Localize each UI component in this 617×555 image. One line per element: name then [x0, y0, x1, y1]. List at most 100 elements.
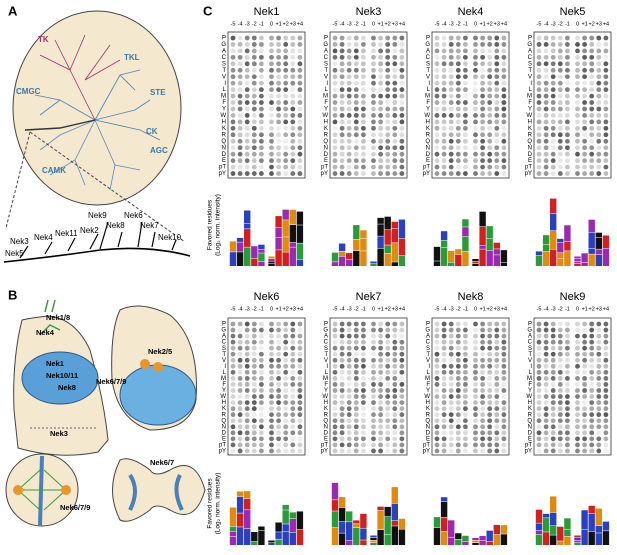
array-spot	[353, 321, 359, 327]
array-spot	[392, 54, 398, 60]
array-spot	[361, 394, 366, 399]
array-spot	[582, 388, 587, 393]
array-spot	[448, 321, 454, 327]
logo-letter	[574, 256, 581, 259]
array-spot	[589, 93, 595, 99]
array-spot	[494, 351, 500, 357]
array-spot	[589, 333, 595, 339]
array-spot	[441, 357, 447, 363]
array-spot	[487, 106, 493, 112]
array-spot	[434, 119, 440, 125]
array-spot	[582, 113, 587, 118]
array-spot	[283, 442, 289, 448]
residue-label: D	[426, 430, 431, 436]
residue-label: Y	[528, 107, 532, 113]
array-spot	[448, 119, 454, 125]
array-spot	[392, 436, 398, 442]
array-spot	[543, 151, 549, 157]
array-spot	[536, 164, 542, 170]
position-label: +4	[297, 21, 303, 27]
array-spot	[487, 424, 493, 430]
array-spot	[603, 436, 609, 442]
array-spot	[276, 100, 281, 105]
array-spot	[463, 321, 468, 327]
array-spot	[353, 145, 359, 151]
array-spot	[480, 125, 485, 131]
array-spot	[259, 412, 264, 418]
logo-letter	[581, 253, 588, 263]
logo-letter	[542, 532, 550, 545]
array-spot	[448, 357, 454, 363]
array-spot	[494, 412, 500, 418]
array-spot	[565, 382, 570, 387]
array-spot	[290, 113, 296, 118]
array-spot	[269, 412, 274, 418]
array-spot	[346, 412, 352, 418]
array-spot	[455, 406, 461, 412]
array-spot	[230, 132, 236, 138]
leaf-label: Nek10	[158, 233, 182, 242]
array-spot	[290, 424, 296, 430]
array-spot	[473, 67, 478, 73]
residue-label: P	[426, 322, 430, 328]
array-spot	[290, 321, 296, 327]
array-spot	[371, 158, 376, 164]
array-spot	[448, 327, 454, 333]
array-spot	[283, 436, 289, 442]
array-spot	[290, 412, 296, 418]
array-spot	[603, 80, 609, 86]
array-spot	[269, 171, 274, 176]
array-spot	[276, 357, 281, 363]
array-spot	[346, 382, 352, 387]
logo-letter	[338, 497, 346, 508]
array-spot	[565, 351, 570, 357]
residue-label: Q	[323, 418, 328, 424]
residue-label: I	[428, 81, 430, 87]
array-spot	[480, 151, 485, 157]
array-spot	[230, 418, 236, 424]
position-label: +4	[501, 306, 507, 312]
array-spot	[259, 171, 264, 176]
position-label: +3	[494, 306, 500, 312]
array-spot	[434, 80, 440, 86]
array-spot	[392, 74, 398, 80]
logo-letter	[258, 526, 265, 531]
array-spot	[589, 327, 595, 333]
array-spot	[385, 339, 391, 345]
array-spot	[269, 363, 274, 369]
array-spot	[582, 132, 587, 138]
array-spot	[480, 158, 485, 164]
array-spot	[603, 357, 609, 363]
array-spot	[441, 388, 447, 393]
array-spot	[550, 448, 556, 454]
logo-letter	[535, 255, 543, 266]
array-spot	[487, 382, 493, 387]
array-spot	[399, 74, 405, 80]
logo-letter	[557, 526, 564, 541]
array-spot	[339, 424, 345, 430]
array-spot	[392, 171, 398, 176]
array-spot	[371, 406, 376, 412]
logo-letter	[391, 520, 398, 526]
array-spot	[230, 151, 236, 157]
array-spot	[575, 54, 580, 60]
logo-letter	[384, 516, 391, 535]
array-spot	[378, 54, 383, 60]
array-spot	[392, 442, 398, 448]
array-spot	[596, 158, 602, 164]
array-spot	[251, 424, 257, 430]
logo-letter	[602, 235, 610, 248]
residue-label: Y	[426, 388, 430, 394]
array-spot	[339, 448, 345, 454]
array-spot	[448, 406, 454, 412]
array-spot	[473, 394, 478, 399]
logo-letter	[398, 529, 406, 545]
array-spot	[392, 100, 398, 105]
array-spot	[361, 171, 366, 176]
array-spot	[297, 327, 303, 333]
array-spot	[596, 406, 602, 412]
array-spot	[501, 339, 507, 345]
array-spot	[339, 418, 345, 424]
array-spot	[353, 132, 359, 138]
array-spot	[494, 327, 500, 333]
